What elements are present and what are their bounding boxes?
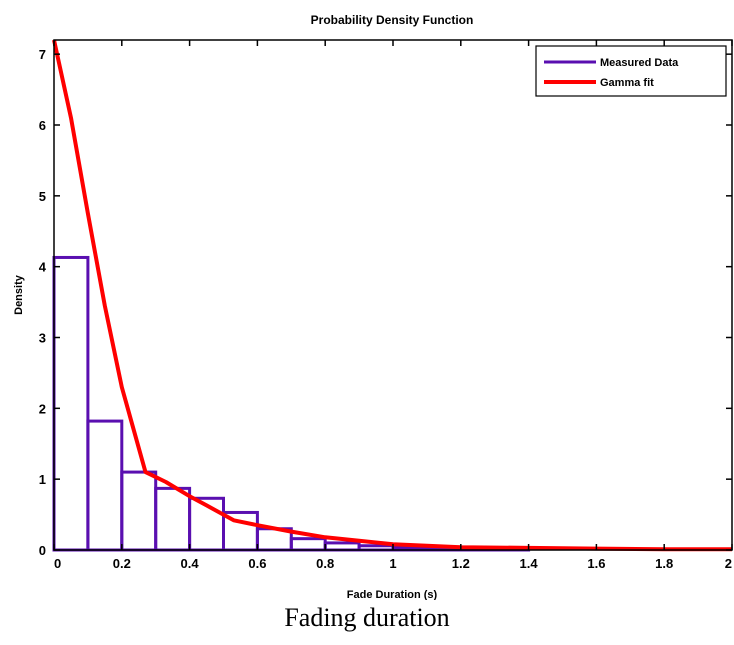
y-tick-label: 5	[39, 189, 46, 204]
histogram-bar	[323, 541, 361, 552]
y-tick-label: 6	[39, 118, 46, 133]
y-tick-label: 4	[39, 260, 47, 275]
legend-box	[535, 45, 727, 97]
x-tick-label: 0.6	[248, 556, 266, 571]
x-tick-label: 0	[54, 556, 61, 571]
x-tick-label: 1.2	[452, 556, 470, 571]
histogram-bar	[86, 419, 124, 552]
x-tick-label: 2	[725, 556, 732, 571]
x-axis-ticks: 0 0.2 0.4 0.6 0.8 1 1.2 1.4 1.6 1.8 2	[53, 40, 733, 571]
x-tick-label: 1.4	[520, 556, 539, 571]
chart-svg: Probability Density Function Fade Durati…	[13, 13, 733, 601]
legend: Measured Data Gamma fit	[535, 45, 727, 97]
x-tick-label: 0.8	[316, 556, 334, 571]
x-tick-label: 1	[389, 556, 396, 571]
x-tick-label: 0.2	[113, 556, 131, 571]
y-axis-ticks: 0 1 2 3 4 5 6 7	[39, 47, 732, 558]
x-tick-label: 1.6	[587, 556, 605, 571]
legend-label-gamma: Gamma fit	[600, 77, 654, 89]
chart-title: Probability Density Function	[311, 13, 474, 27]
histogram-bar	[289, 537, 327, 552]
gamma-fit-line	[52, 39, 732, 552]
x-tick-label: 0.4	[181, 556, 200, 571]
y-axis-label: Density	[13, 274, 25, 315]
x-axis-label: Fade Duration (s)	[347, 589, 438, 600]
y-tick-label: 1	[39, 472, 46, 487]
histogram-bar	[154, 486, 192, 552]
figure-caption: Fading duration	[284, 603, 450, 632]
x-tick-label: 1.8	[655, 556, 673, 571]
y-tick-label: 0	[39, 543, 46, 558]
legend-label-measured: Measured Data	[600, 57, 679, 69]
y-tick-label: 3	[39, 331, 46, 346]
y-tick-label: 2	[39, 401, 46, 416]
histogram-bar	[120, 470, 158, 552]
y-tick-label: 7	[39, 47, 46, 62]
histogram-bar	[52, 255, 90, 552]
